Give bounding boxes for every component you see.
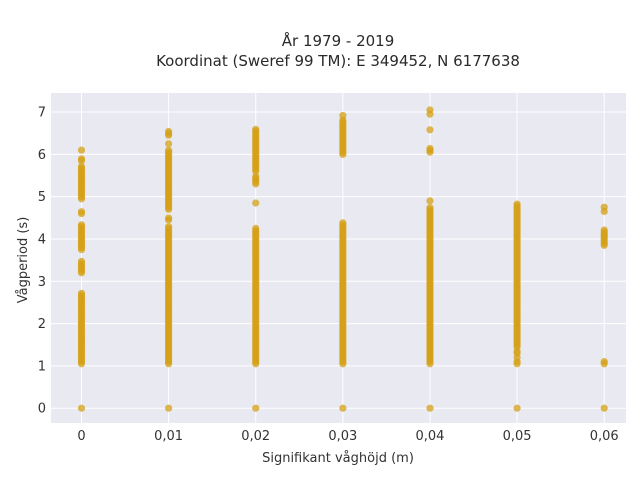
x-tick-label: 0,02 <box>241 429 270 444</box>
data-points <box>77 106 608 412</box>
data-point <box>339 219 347 227</box>
data-point <box>600 404 608 412</box>
data-point <box>252 172 260 180</box>
data-point <box>339 404 347 412</box>
data-point <box>426 404 434 412</box>
y-tick-label: 2 <box>38 317 46 332</box>
data-point <box>339 111 347 120</box>
x-tick-label: 0 <box>77 429 85 444</box>
x-tick-label: 0,04 <box>416 429 445 444</box>
data-point <box>77 404 86 412</box>
y-tick-label: 1 <box>38 359 46 374</box>
data-point <box>77 146 86 154</box>
data-point <box>513 347 521 355</box>
data-point <box>600 226 608 234</box>
data-point <box>426 204 434 212</box>
data-point <box>426 197 434 205</box>
x-tick-label: 0,03 <box>328 429 357 444</box>
data-point <box>77 208 86 216</box>
data-point <box>600 358 608 366</box>
data-point <box>252 224 260 232</box>
data-point <box>165 223 173 231</box>
data-point <box>252 199 260 207</box>
data-point <box>252 404 260 412</box>
data-point <box>426 126 434 134</box>
data-point <box>600 203 608 211</box>
data-point <box>165 146 173 154</box>
x-axis-label: Signifikant våghöjd (m) <box>262 451 414 466</box>
chart-title-line2: Koordinat (Sweref 99 TM): E 349452, N 61… <box>156 52 520 70</box>
data-point <box>165 404 173 412</box>
data-point <box>165 140 173 148</box>
y-tick-label: 5 <box>38 190 46 205</box>
x-tick-label: 0,01 <box>154 429 183 444</box>
data-point <box>426 144 434 153</box>
y-tick-label: 7 <box>38 106 46 121</box>
x-axis-ticks: 0 0,01 0,02 0,03 0,04 0,05 0,06 <box>77 429 618 444</box>
y-tick-label: 0 <box>38 402 46 417</box>
data-point <box>165 127 173 136</box>
data-point <box>513 404 521 412</box>
y-axis-ticks: 0 1 2 3 4 5 6 7 <box>38 106 46 417</box>
data-point <box>165 214 173 222</box>
y-tick-label: 3 <box>38 275 46 290</box>
y-axis-label: Vågperiod (s) <box>16 217 31 304</box>
data-point <box>252 125 260 133</box>
data-point <box>77 155 86 163</box>
y-tick-label: 4 <box>38 232 46 247</box>
chart-title-line1: År 1979 - 2019 <box>282 31 395 50</box>
data-point <box>77 162 86 171</box>
data-point <box>426 106 434 114</box>
data-point <box>77 289 86 297</box>
x-tick-label: 0,06 <box>590 429 619 444</box>
x-tick-label: 0,05 <box>503 429 532 444</box>
y-tick-label: 6 <box>38 148 46 163</box>
data-point <box>77 221 86 229</box>
data-point <box>513 200 521 208</box>
data-point <box>77 257 86 265</box>
plot-area <box>51 93 626 423</box>
